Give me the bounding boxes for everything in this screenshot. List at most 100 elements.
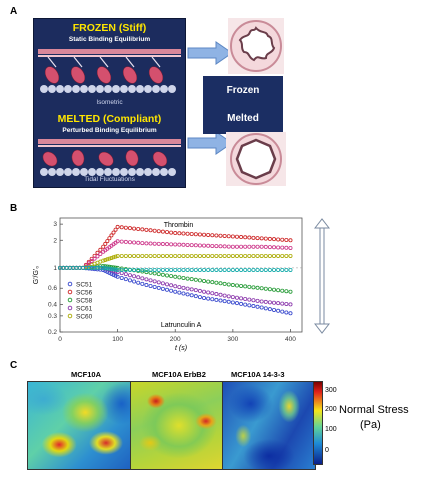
frozen-arrow-icon bbox=[187, 41, 233, 65]
series-sc51-point bbox=[156, 285, 161, 290]
extra-series-0-point bbox=[193, 243, 198, 248]
series-sc61-point bbox=[214, 292, 219, 297]
series-sc61-point bbox=[247, 297, 252, 302]
series-sc61-point bbox=[156, 280, 161, 285]
series-sc58-point bbox=[226, 282, 231, 287]
series-sc56-point bbox=[115, 224, 120, 229]
series-sc60-point bbox=[267, 253, 272, 258]
series-sc61-point bbox=[267, 300, 272, 305]
series-sc56-point bbox=[222, 233, 227, 238]
series-sc60-point bbox=[247, 253, 252, 258]
series-sc61-point bbox=[148, 278, 153, 283]
extra-series-0-point bbox=[152, 241, 157, 246]
series-sc60-point bbox=[243, 253, 248, 258]
range-arrow-up-head bbox=[313, 218, 331, 229]
series-sc60-point bbox=[144, 253, 149, 258]
series-sc58-point bbox=[251, 285, 256, 290]
extra-series-1-point bbox=[169, 267, 174, 272]
extra-series-1-point bbox=[132, 267, 137, 272]
series-sc60-point bbox=[140, 253, 145, 258]
series-sc61-point bbox=[132, 274, 137, 279]
melted-title: MELTED (Compliant) bbox=[57, 113, 162, 125]
extra-series-0-point bbox=[288, 245, 293, 250]
series-sc58-point bbox=[272, 287, 277, 292]
extra-series-1-point bbox=[210, 267, 215, 272]
series-sc61-point bbox=[255, 298, 260, 303]
extra-series-1-point bbox=[272, 267, 277, 272]
extra-series-0-point bbox=[267, 245, 272, 250]
extra-series-0-point bbox=[89, 258, 94, 263]
extra-series-0-point bbox=[247, 244, 252, 249]
legend-marker-sc60 bbox=[67, 313, 73, 319]
extra-series-1-point bbox=[123, 267, 128, 272]
extra-series-0-point bbox=[280, 245, 285, 250]
legend-label-sc56: SC56 bbox=[76, 290, 93, 297]
colorbar-tick-100: 100 bbox=[325, 426, 337, 433]
series-sc56-point bbox=[189, 231, 194, 236]
extra-series-0-point bbox=[284, 245, 289, 250]
colorbar-tick-0: 0 bbox=[325, 447, 329, 454]
series-sc61-point bbox=[189, 287, 194, 292]
extra-series-0-point bbox=[119, 239, 124, 244]
series-sc60-point bbox=[181, 253, 186, 258]
legend-marker-sc56 bbox=[67, 289, 73, 295]
series-sc61-point bbox=[181, 285, 186, 290]
series-sc60-point bbox=[218, 253, 223, 258]
series-sc56-point bbox=[119, 225, 124, 230]
frozen-subtitle: Static Binding Equilibrium bbox=[68, 36, 151, 43]
legend-marker-sc58 bbox=[67, 297, 73, 303]
extra-series-1-point bbox=[152, 267, 157, 272]
series-sc51-point bbox=[288, 311, 293, 316]
extra-series-1-point bbox=[136, 267, 141, 272]
series-sc61-point bbox=[160, 281, 165, 286]
extra-series-1-point bbox=[193, 267, 198, 272]
x-tick-label: 200 bbox=[170, 336, 181, 343]
series-sc58-point bbox=[247, 284, 252, 289]
melted-arrow-icon bbox=[187, 131, 233, 155]
series-sc56-point bbox=[169, 230, 174, 235]
series-sc56-point bbox=[197, 232, 202, 237]
series-sc60-point bbox=[185, 253, 190, 258]
melted-airway-image bbox=[226, 132, 286, 186]
series-sc56-point bbox=[239, 235, 244, 240]
series-sc58-point bbox=[222, 281, 227, 286]
series-sc58-point bbox=[280, 288, 285, 293]
series-sc60-point bbox=[230, 253, 235, 258]
series-sc56-point bbox=[280, 237, 285, 242]
extra-series-1-point bbox=[107, 266, 112, 271]
range-arrow-down-head bbox=[313, 323, 331, 334]
series-sc58-point bbox=[101, 263, 106, 268]
series-sc56-point bbox=[160, 229, 165, 234]
extra-series-0-point bbox=[272, 245, 277, 250]
series-sc56-point bbox=[173, 231, 178, 236]
panel-label-a: A bbox=[10, 6, 18, 17]
series-sc51-point bbox=[123, 277, 128, 282]
series-sc61-point bbox=[173, 284, 178, 289]
series-sc56-point bbox=[181, 231, 186, 236]
series-sc51-point bbox=[197, 295, 202, 300]
series-sc51-point bbox=[251, 304, 256, 309]
series-sc56-point bbox=[284, 238, 289, 243]
colorbar bbox=[313, 381, 323, 465]
extra-series-0-point bbox=[189, 243, 194, 248]
series-sc56-point bbox=[214, 233, 219, 238]
series-sc60-point bbox=[276, 253, 281, 258]
series-sc51-point bbox=[185, 292, 190, 297]
series-sc60-point bbox=[111, 255, 116, 260]
extra-series-1-point bbox=[109, 267, 114, 272]
extra-series-0-point bbox=[251, 244, 256, 249]
legend-label-sc60: SC60 bbox=[76, 314, 93, 321]
series-sc60-point bbox=[123, 253, 128, 258]
y-tick-label: 2 bbox=[53, 237, 57, 244]
series-sc51-point bbox=[113, 273, 118, 278]
extra-series-0-point bbox=[276, 245, 281, 250]
extra-series-1-point bbox=[214, 267, 219, 272]
extra-series-1-point bbox=[160, 267, 165, 272]
x-tick-label: 0 bbox=[58, 336, 62, 343]
extra-series-1-point bbox=[251, 267, 256, 272]
series-sc58-point bbox=[206, 279, 211, 284]
series-sc61-point bbox=[206, 290, 211, 295]
x-tick-label: 400 bbox=[285, 336, 296, 343]
extra-series-1-point bbox=[181, 267, 186, 272]
extra-series-0-point bbox=[127, 240, 132, 245]
